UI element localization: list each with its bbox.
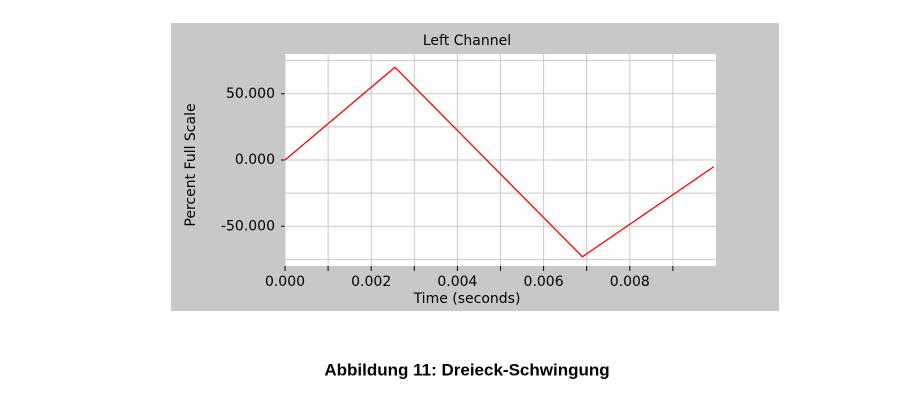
x-tick-label: 0.008 bbox=[610, 274, 650, 290]
caption: Abbildung 11: Dreieck-Schwingung bbox=[324, 360, 609, 379]
x-tick-label: 0.002 bbox=[351, 274, 391, 290]
data-line bbox=[284, 66, 715, 258]
x-tick-label: 0.006 bbox=[524, 274, 564, 290]
x-axis-label: Time (seconds) bbox=[413, 291, 521, 307]
x-tick-label: 0.000 bbox=[265, 274, 305, 290]
y-axis-label: Percent Full Scale bbox=[183, 103, 199, 226]
y-tick-label: 50.000 bbox=[226, 86, 275, 102]
chart-title: Left Channel bbox=[423, 33, 511, 49]
y-tick-label: 0.000 bbox=[235, 152, 275, 168]
y-tick-label: -50.000 bbox=[221, 218, 275, 234]
x-tick-label: 0.004 bbox=[437, 274, 477, 290]
